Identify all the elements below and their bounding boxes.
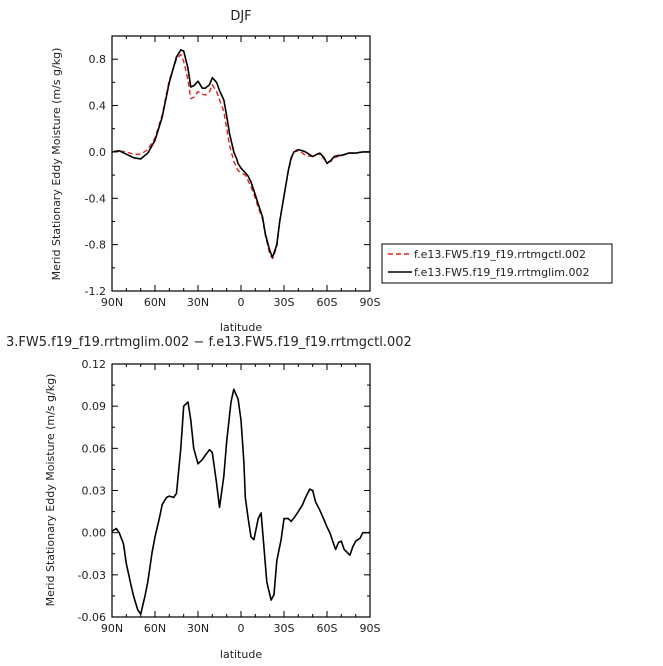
x-tick-label: 30N <box>187 622 209 635</box>
plot-frame <box>111 363 371 618</box>
legend-label-ctl: f.e13.FW5.f19_f19.rrtmgctl.002 <box>414 248 586 261</box>
x-tick-label: 60S <box>317 296 338 309</box>
y-tick-label: -0.8 <box>85 239 106 252</box>
y-tick-label: 0.06 <box>82 442 107 455</box>
chart-djf: DJF 90N 60N 30N 0 30S 60S 90S 0.8 0.4 0.0 -0.4 -0.8… <box>50 9 613 334</box>
x-tick-label: 90S <box>360 622 381 635</box>
y-tick-label: 0.00 <box>82 527 107 540</box>
series-line-0 <box>111 53 370 260</box>
x-tick-label: 60N <box>144 296 166 309</box>
plot-frame <box>111 35 371 292</box>
x-tick-label: 0 <box>238 622 245 635</box>
chart-djf-axes: 90N 60N 30N 0 30S 60S 90S 0.8 0.4 0.0 -0.4 -0.8 -1.2 <box>85 35 381 309</box>
series-line-1 <box>111 49 370 259</box>
y-tick-label: 0.4 <box>89 100 107 113</box>
y-tick-label: 0.09 <box>82 400 107 413</box>
y-tick-label: 0.0 <box>89 146 107 159</box>
chart-difference-axes: 90N 60N 30N 0 30S 60S 90S 0.12 0.09 0.06 0.03 0.00 -… <box>78 358 381 635</box>
y-tick-label: 0.8 <box>89 53 107 66</box>
chart-djf-title: DJF <box>230 9 251 24</box>
chart-djf-x-axis-label: latitude <box>220 321 262 334</box>
x-tick-label: 30S <box>274 296 295 309</box>
chart-difference: 3.FW5.f19_f19.rrtmglim.002 − f.e13.FW5.f… <box>6 335 412 661</box>
y-tick-label: -0.4 <box>85 192 106 205</box>
x-tick-label: 30N <box>187 296 209 309</box>
series-line-0 <box>111 388 370 616</box>
chart-difference-y-axis-label: Merid Stationary Eddy Moisture (m/s g/kg… <box>44 374 57 607</box>
legend-box <box>381 243 613 284</box>
x-tick-label: 90S <box>360 296 381 309</box>
x-tick-label: 60N <box>144 622 166 635</box>
y-tick-label: -1.2 <box>85 285 106 298</box>
x-tick-label: 90N <box>101 296 123 309</box>
x-tick-label: 60S <box>317 622 338 635</box>
y-tick-label: -0.06 <box>78 611 106 624</box>
chart-difference-lines <box>111 388 370 616</box>
y-tick-label: 0.12 <box>82 358 107 371</box>
x-tick-label: 30S <box>274 622 295 635</box>
y-tick-label: -0.03 <box>78 569 106 582</box>
x-tick-label: 90N <box>101 622 123 635</box>
legend-label-lim: f.e13.FW5.f19_f19.rrtmglim.002 <box>414 266 589 279</box>
y-tick-label: 0.03 <box>82 485 107 498</box>
x-tick-label: 0 <box>238 296 245 309</box>
chart-djf-y-axis-label: Merid Stationary Eddy Moisture (m/s g/kg… <box>50 48 63 281</box>
chart-djf-lines <box>111 49 370 260</box>
chart-djf-legend: f.e13.FW5.f19_f19.rrtmgctl.002 f.e13.FW5… <box>381 243 613 284</box>
chart-difference-x-axis-label: latitude <box>220 648 262 661</box>
chart-difference-title: 3.FW5.f19_f19.rrtmglim.002 − f.e13.FW5.f… <box>6 335 412 350</box>
